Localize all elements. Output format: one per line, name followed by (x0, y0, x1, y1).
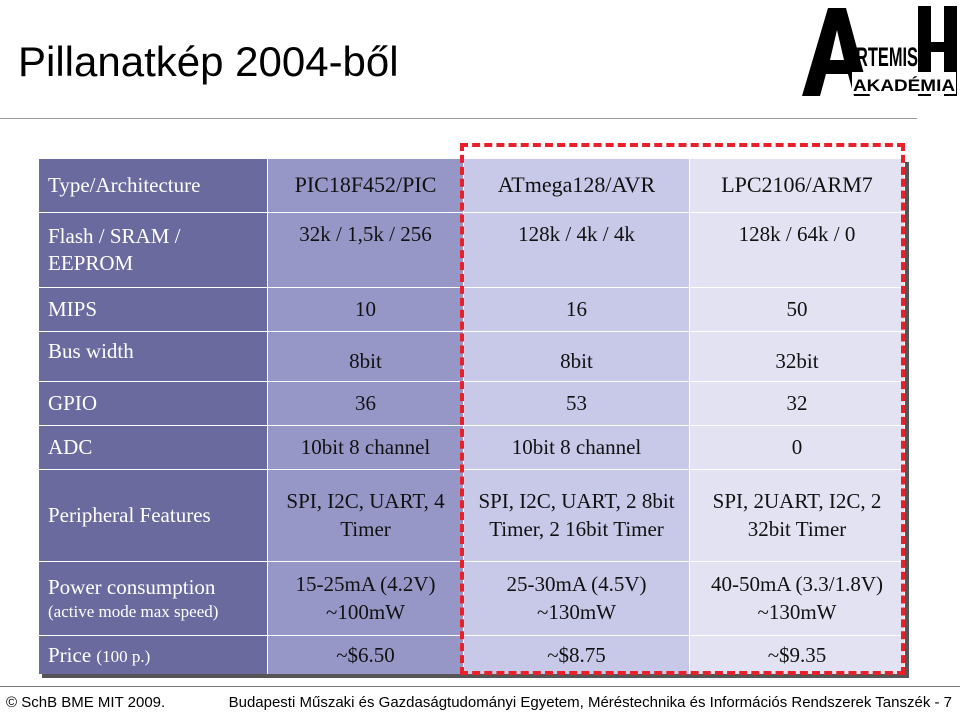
cell-bus-pic: 8bit (267, 331, 464, 382)
cell-bus-arm: 32bit (689, 331, 905, 382)
cell-power-avr-current: 25-30mA (4.5V) (506, 572, 647, 597)
table-row-price: Price (100 p.) ~$6.50 ~$8.75 ~$9.35 (38, 635, 905, 674)
table-row-adc: ADC 10bit 8 channel 10bit 8 channel 0 (38, 425, 905, 470)
cell-bus-avr: 8bit (463, 331, 690, 382)
cell-mips-pic: 10 (267, 287, 464, 332)
cell-gpio-pic: 36 (267, 381, 464, 426)
table-row-flash: Flash / SRAM / EEPROM 32k / 1,5k / 256 1… (38, 212, 905, 288)
table-row-bus: Bus width 8bit 8bit 32bit (38, 331, 905, 382)
row-label-gpio: GPIO (38, 381, 268, 426)
table-row-peripheral: Peripheral Features SPI, I2C, UART, 4 Ti… (38, 469, 905, 562)
row-label-adc: ADC (38, 425, 268, 470)
cell-price-avr: ~$8.75 (463, 635, 690, 674)
cell-price-pic: ~$6.50 (267, 635, 464, 674)
cell-power-avr-watt: ~130mW (536, 599, 617, 624)
row-label-power-main: Power consumption (48, 574, 216, 599)
row-label-price-main: Price (48, 643, 92, 667)
cell-flash-pic: 32k / 1,5k / 256 (267, 212, 464, 288)
header-pic: PIC18F452/PIC (267, 158, 464, 213)
artemis-akademia-logo: RTEMIS AKADÉMIA (802, 6, 957, 96)
cell-power-arm-watt: ~130mW (757, 599, 837, 624)
row-label-power-sub: (active mode max speed) (48, 602, 219, 622)
row-label-bus: Bus width (38, 331, 268, 382)
cell-power-arm-current: 40-50mA (3.3/1.8V) (710, 572, 884, 597)
table-row-power: Power consumption (active mode max speed… (38, 561, 905, 636)
cell-flash-avr: 128k / 4k / 4k (463, 212, 690, 288)
cell-adc-avr: 10bit 8 channel (463, 425, 690, 470)
logo-text-sub: AKADÉMIA (853, 76, 955, 95)
cell-power-pic-current: 15-25mA (4.2V) (295, 572, 436, 597)
cell-power-pic: 15-25mA (4.2V) ~100mW (267, 561, 464, 636)
cell-power-pic-watt: ~100mW (325, 599, 406, 624)
cell-power-arm: 40-50mA (3.3/1.8V) ~130mW (689, 561, 905, 636)
row-label-peripheral: Peripheral Features (38, 469, 268, 562)
row-label-price: Price (100 p.) (38, 635, 268, 674)
row-label-power: Power consumption (active mode max speed… (38, 561, 268, 636)
cell-gpio-avr: 53 (463, 381, 690, 426)
header-arm: LPC2106/ARM7 (689, 158, 905, 213)
cell-peripheral-pic: SPI, I2C, UART, 4 Timer (267, 469, 464, 562)
row-label-mips: MIPS (38, 287, 268, 332)
cell-peripheral-avr: SPI, I2C, UART, 2 8bit Timer, 2 16bit Ti… (463, 469, 690, 562)
row-label-price-sub: (100 p.) (96, 647, 151, 666)
table-row-gpio: GPIO 36 53 32 (38, 381, 905, 426)
row-label-flash: Flash / SRAM / EEPROM (38, 212, 268, 288)
footer-divider (0, 686, 960, 687)
cell-gpio-arm: 32 (689, 381, 905, 426)
cell-mips-avr: 16 (463, 287, 690, 332)
cell-mips-arm: 50 (689, 287, 905, 332)
page-title: Pillanatkép 2004-ből (18, 38, 399, 85)
header-label: Type/Architecture (38, 158, 268, 213)
cell-adc-pic: 10bit 8 channel (267, 425, 464, 470)
title-divider (0, 118, 917, 119)
header-avr: ATmega128/AVR (463, 158, 690, 213)
cell-power-avr: 25-30mA (4.5V) ~130mW (463, 561, 690, 636)
cell-flash-arm: 128k / 64k / 0 (689, 212, 905, 288)
comparison-table: Type/Architecture PIC18F452/PIC ATmega12… (38, 158, 905, 674)
logo-text-main: RTEMIS (856, 42, 918, 72)
footer-institution: Budapesti Műszaki és Gazdaságtudományi E… (228, 694, 952, 711)
cell-price-arm: ~$9.35 (689, 635, 905, 674)
footer-copyright: © SchB BME MIT 2009. (6, 694, 166, 711)
table-row-header: Type/Architecture PIC18F452/PIC ATmega12… (38, 158, 905, 213)
cell-peripheral-arm: SPI, 2UART, I2C, 2 32bit Timer (689, 469, 905, 562)
table-row-mips: MIPS 10 16 50 (38, 287, 905, 332)
cell-adc-arm: 0 (689, 425, 905, 470)
